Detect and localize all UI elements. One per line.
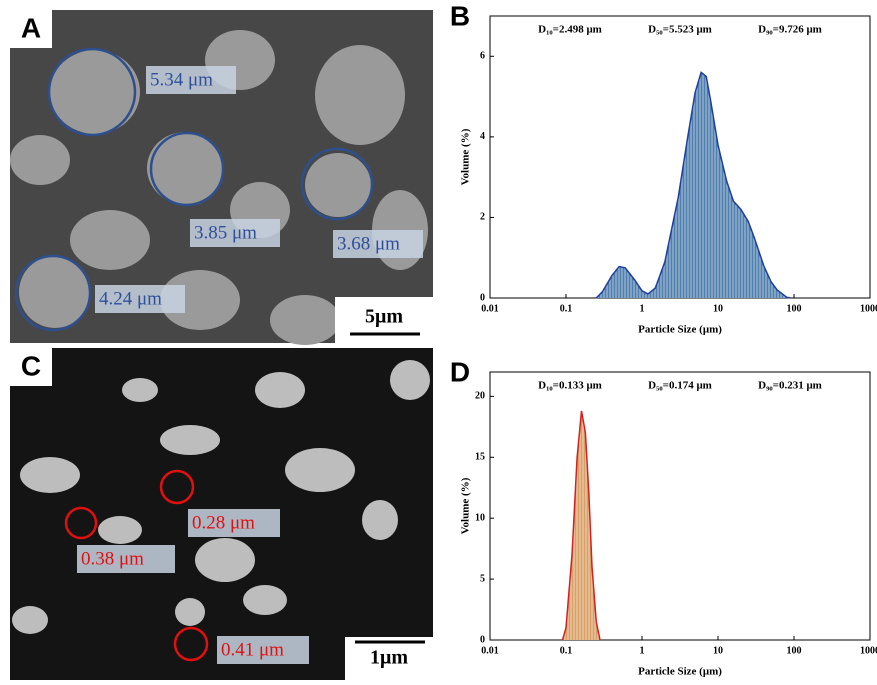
x-tick-label: 100 bbox=[787, 645, 802, 656]
x-tick-label: 10 bbox=[713, 303, 723, 314]
x-tick-label: 100 bbox=[787, 303, 802, 314]
y-tick-label: 5 bbox=[480, 573, 485, 584]
line bbox=[595, 71, 791, 299]
panel-letter: A bbox=[21, 12, 41, 43]
line bbox=[561, 410, 601, 641]
scale-bar-label: 1μm bbox=[370, 647, 408, 669]
y-tick-label: 20 bbox=[475, 391, 485, 402]
y-tick-label: 6 bbox=[480, 51, 485, 62]
x-tick-label: 0.1 bbox=[560, 303, 573, 314]
scale-bar-label: 5μm bbox=[365, 306, 403, 328]
size-label: 3.85 μm bbox=[194, 222, 257, 243]
y-tick-label: 2 bbox=[480, 212, 485, 223]
y-tick-label: 10 bbox=[475, 512, 485, 523]
y-tick-label: 0 bbox=[480, 634, 485, 645]
circles bbox=[64, 469, 209, 662]
circles bbox=[14, 47, 374, 332]
size-label: 4.24 μm bbox=[99, 288, 162, 309]
panel-letter: B bbox=[450, 0, 470, 31]
size-label: 0.41 μm bbox=[221, 639, 284, 660]
x-tick-label: 0.01 bbox=[481, 303, 499, 314]
sem-panel-a: 5.34 μm 3.85 μm 3.68 μm 4.24 μm 5μm A bbox=[10, 10, 433, 345]
annotation: D₅₀=0.174 μm bbox=[648, 380, 712, 392]
label-boxes bbox=[95, 66, 423, 313]
x-tick-label: 1 bbox=[640, 645, 645, 656]
size-label: 3.68 μm bbox=[337, 233, 400, 254]
annotation: D₉₀=0.231 μm bbox=[758, 380, 822, 392]
y-tick-label: 4 bbox=[480, 131, 485, 142]
area-hatch bbox=[562, 410, 600, 640]
letter-box bbox=[10, 10, 52, 48]
annotation: D₁₀=0.133 μm bbox=[538, 380, 602, 392]
annotation: D₁₀=2.498 μm bbox=[538, 24, 602, 36]
size-label: 0.28 μm bbox=[192, 512, 255, 533]
size-label: 5.34 μm bbox=[150, 69, 213, 90]
annotation: D₅₀=5.523 μm bbox=[648, 24, 712, 36]
y-axis-label: Volume (%) bbox=[460, 477, 472, 534]
label-boxes bbox=[77, 509, 309, 664]
particles bbox=[12, 360, 430, 634]
panel-letter: D bbox=[450, 356, 470, 387]
x-axis-label: Particle Size (μm) bbox=[638, 666, 722, 678]
letter-box bbox=[10, 348, 52, 386]
y-axis-label: Volume (%) bbox=[460, 128, 472, 185]
x-tick-label: 10 bbox=[713, 645, 723, 656]
area-hatch bbox=[596, 72, 791, 299]
x-tick-label: 0.1 bbox=[560, 645, 573, 656]
annotation: D₉₀=9.726 μm bbox=[758, 24, 822, 36]
scale-box bbox=[345, 637, 433, 680]
y-tick-label: 0 bbox=[480, 292, 485, 303]
plot-frame bbox=[489, 371, 871, 641]
x-tick-label: 0.01 bbox=[481, 645, 499, 656]
sem-panel-c: 0.28 μm 0.38 μm 0.41 μm 1μm C bbox=[10, 348, 433, 680]
size-label: 0.38 μm bbox=[81, 548, 144, 569]
panel-letter: C bbox=[21, 350, 41, 381]
x-tick-label: 1 bbox=[640, 303, 645, 314]
y-tick-label: 15 bbox=[475, 452, 485, 463]
x-axis-label: Particle Size (μm) bbox=[638, 324, 722, 336]
